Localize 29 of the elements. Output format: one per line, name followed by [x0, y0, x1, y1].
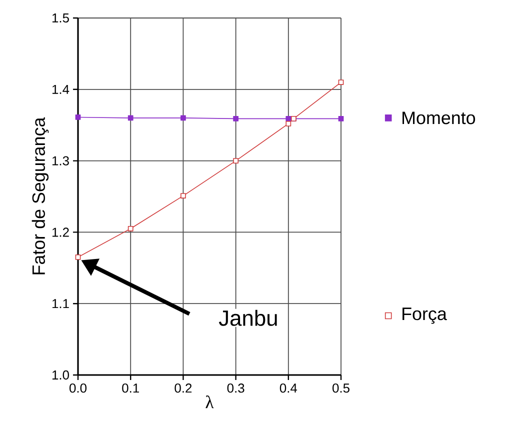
x-tick-label: 0.1 [122, 384, 139, 393]
y-tick-label: 1.3 [52, 156, 69, 166]
y-tick-label: 1.4 [52, 84, 70, 94]
point [233, 158, 238, 164]
x-axis-title: λ [206, 396, 214, 408]
x-tick-label: 0.5 [332, 384, 350, 393]
point [233, 116, 238, 122]
y-tick-label: 1.2 [52, 228, 69, 237]
y-axis-title: Fator de Segurança [32, 117, 49, 274]
x-tick-label: 0.2 [174, 384, 192, 393]
y-tick-label: 1.1 [52, 299, 69, 308]
legend-label: Força [402, 308, 447, 324]
annotation: Janbu [218, 310, 277, 326]
x-tick-label: 0.0 [70, 384, 87, 393]
point [286, 116, 292, 122]
y-tick-label: 1.0 [52, 370, 70, 380]
point [128, 115, 134, 121]
point [286, 120, 292, 126]
point [180, 193, 186, 198]
legend-label: Momento [402, 112, 476, 124]
x-tick-label: 0.3 [227, 384, 244, 393]
point [128, 226, 134, 232]
point [75, 254, 81, 260]
y-tick-label: 1.5 [52, 13, 69, 23]
point [180, 115, 186, 121]
point [338, 80, 344, 85]
x-tick-label: 0.4 [280, 384, 298, 393]
point [338, 116, 344, 122]
point [75, 114, 81, 120]
